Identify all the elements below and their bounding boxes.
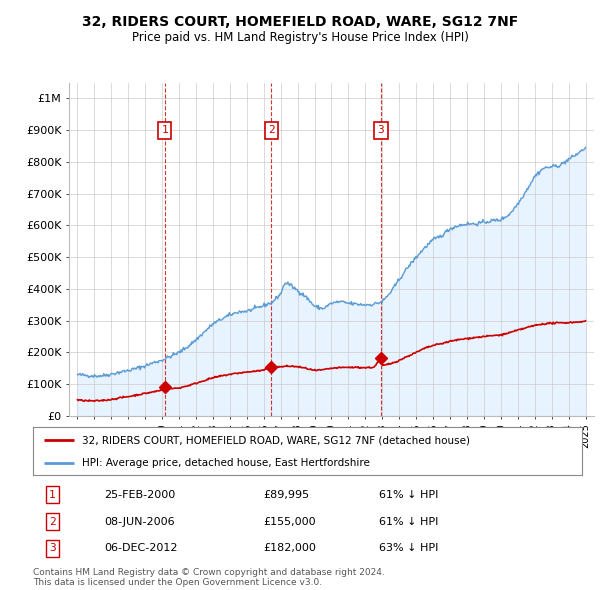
Text: 61% ↓ HPI: 61% ↓ HPI: [379, 490, 438, 500]
Text: 61% ↓ HPI: 61% ↓ HPI: [379, 517, 438, 526]
Text: 2: 2: [268, 125, 275, 135]
Text: 06-DEC-2012: 06-DEC-2012: [104, 543, 178, 553]
Text: 3: 3: [49, 543, 56, 553]
Text: £89,995: £89,995: [263, 490, 310, 500]
Text: 3: 3: [377, 125, 385, 135]
Text: 08-JUN-2006: 08-JUN-2006: [104, 517, 175, 526]
Text: 63% ↓ HPI: 63% ↓ HPI: [379, 543, 438, 553]
Text: 2: 2: [49, 517, 56, 526]
Text: Contains HM Land Registry data © Crown copyright and database right 2024.
This d: Contains HM Land Registry data © Crown c…: [33, 568, 385, 587]
Text: 32, RIDERS COURT, HOMEFIELD ROAD, WARE, SG12 7NF (detached house): 32, RIDERS COURT, HOMEFIELD ROAD, WARE, …: [82, 435, 470, 445]
Text: £155,000: £155,000: [263, 517, 316, 526]
Text: 1: 1: [49, 490, 56, 500]
Text: 1: 1: [161, 125, 168, 135]
Text: 32, RIDERS COURT, HOMEFIELD ROAD, WARE, SG12 7NF: 32, RIDERS COURT, HOMEFIELD ROAD, WARE, …: [82, 15, 518, 29]
Text: £182,000: £182,000: [263, 543, 316, 553]
Text: Price paid vs. HM Land Registry's House Price Index (HPI): Price paid vs. HM Land Registry's House …: [131, 31, 469, 44]
Text: 25-FEB-2000: 25-FEB-2000: [104, 490, 176, 500]
Text: HPI: Average price, detached house, East Hertfordshire: HPI: Average price, detached house, East…: [82, 458, 370, 468]
